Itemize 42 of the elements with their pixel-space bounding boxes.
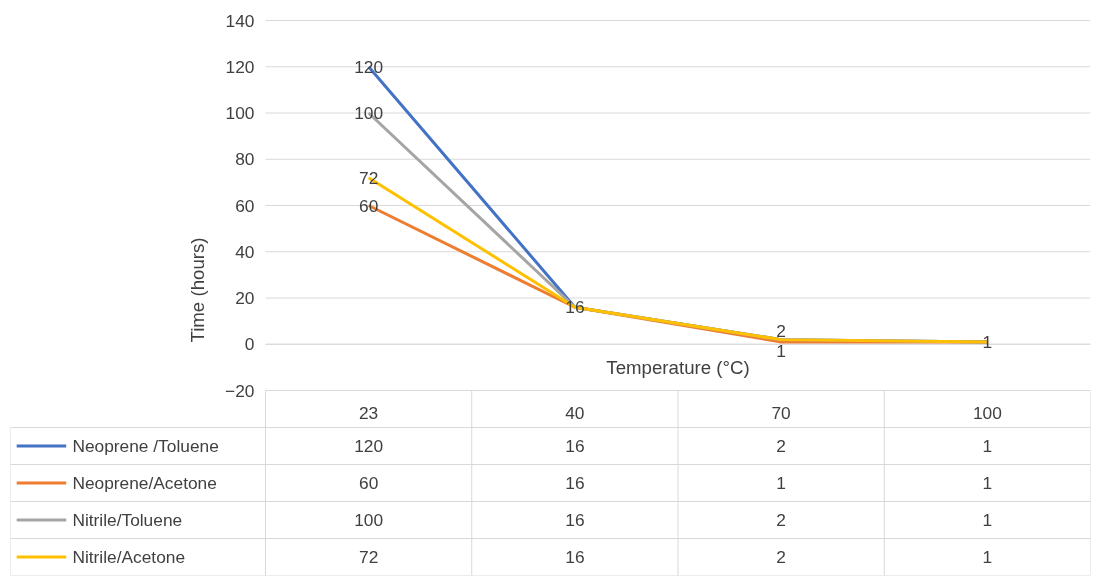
data-label: 16	[565, 510, 585, 530]
annotation: 60	[358, 195, 379, 216]
annotation: 1	[982, 331, 993, 352]
y-tick-label: 100	[225, 103, 255, 123]
y-tick-label: 120	[225, 56, 255, 77]
data-label: 2	[776, 436, 786, 456]
data-label: 1	[982, 436, 993, 456]
legend-label: Nitrile/Acetone	[72, 547, 186, 567]
data-label: 100	[354, 510, 384, 530]
y-tick-label: 60	[235, 195, 255, 216]
y-tick-label: 140	[225, 10, 255, 31]
legend-label: Neoprene /Toluene	[72, 436, 219, 456]
data-label: 1	[982, 473, 993, 493]
y-tick-label: 40	[235, 241, 255, 262]
x-tick-label: 70	[771, 402, 791, 423]
data-label: 1	[982, 510, 993, 530]
data-label: 1	[982, 547, 993, 567]
y-tick-label: 20	[235, 288, 255, 308]
x-tick-label: 23	[358, 402, 379, 423]
data-label: 2	[776, 510, 786, 530]
data-label: 72	[358, 547, 379, 567]
x-tick-label: 100	[972, 402, 1002, 423]
legend-label: Neoprene/Acetone	[72, 473, 217, 493]
data-label: 2	[776, 547, 786, 567]
y-axis-title: Time (hours)	[187, 237, 209, 343]
data-label: 60	[358, 473, 379, 493]
data-label: 16	[565, 473, 585, 493]
x-axis-title: Temperature (°C)	[606, 356, 750, 378]
y-tick-label: −20	[225, 380, 255, 401]
y-tick-label: 0	[244, 334, 255, 355]
data-label: 1	[776, 473, 786, 493]
y-tick-label: 80	[235, 149, 255, 170]
data-label: 16	[565, 547, 585, 567]
annotation: 2	[776, 320, 786, 341]
annotation: 72	[358, 167, 379, 188]
annotation: 1	[776, 340, 786, 361]
legend-label: Nitrile/Toluene	[72, 510, 183, 530]
data-label: 120	[354, 436, 384, 456]
x-tick-label: 40	[565, 402, 585, 423]
annotation: 100	[354, 103, 384, 123]
annotation: 120	[354, 56, 384, 77]
data-label: 16	[565, 436, 585, 456]
